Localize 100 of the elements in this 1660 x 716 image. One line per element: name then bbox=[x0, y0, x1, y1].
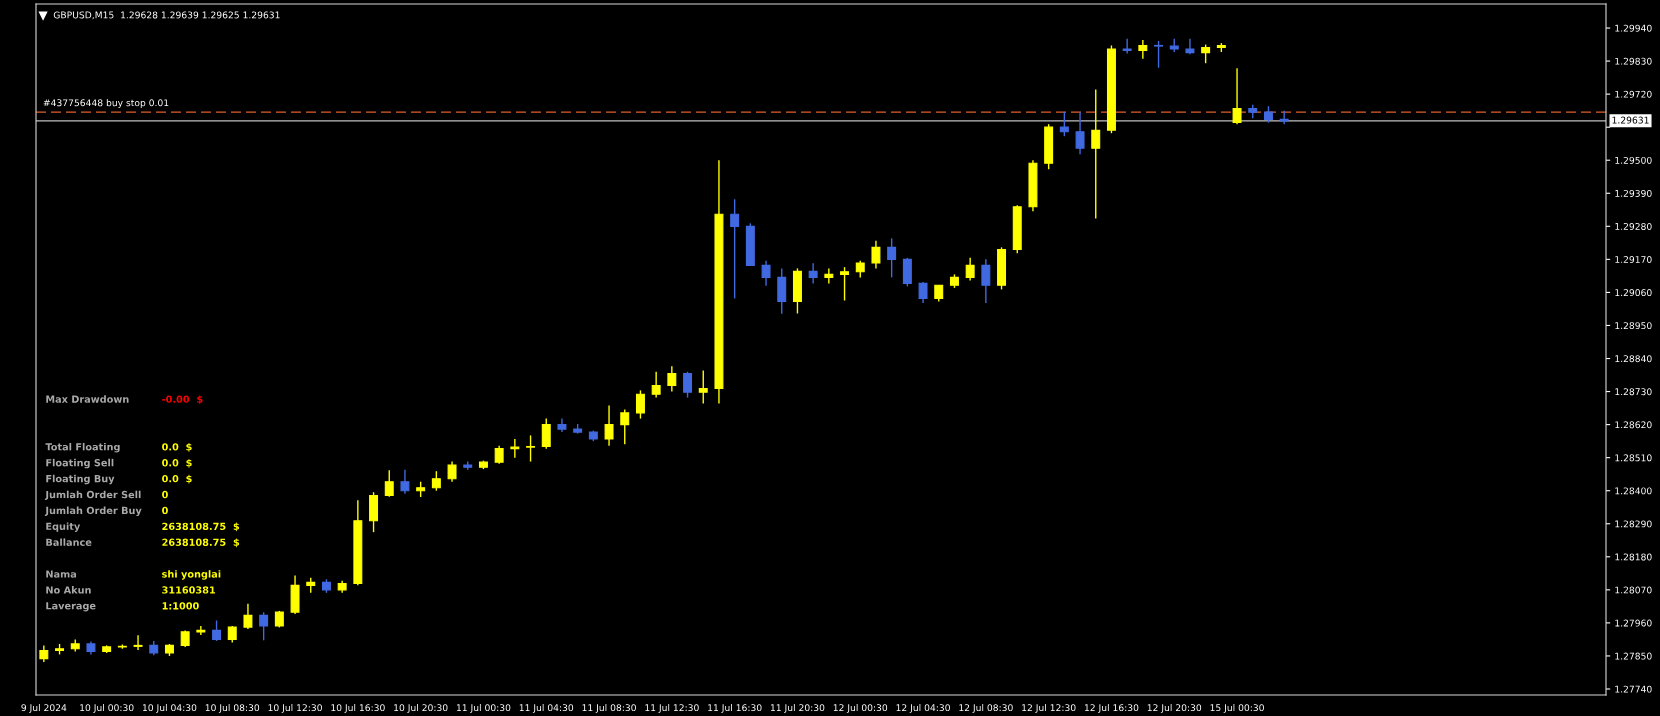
text: GBPUSD,M15 1.29628 1.29639 1.29625 1.29631 bbox=[53, 11, 280, 20]
candlestick bbox=[761, 260, 771, 287]
x-tick-label: 10 Jul 16:30 bbox=[331, 704, 385, 713]
y-tick-label: 1.29390 bbox=[1615, 189, 1652, 197]
candlestick bbox=[965, 257, 975, 282]
ref-line-label: #437756448 buy stop 0.01 bbox=[43, 99, 169, 108]
y-tick-label: 1.29170 bbox=[1615, 256, 1652, 263]
x-tick-label: 11 Jul 20:30 bbox=[770, 704, 825, 713]
x-tick-label: 12 Jul 08:30 bbox=[959, 704, 1013, 713]
y-tick-label: 1.28290 bbox=[1615, 520, 1652, 528]
candlestick bbox=[1059, 111, 1069, 137]
x-tick-label: 12 Jul 20:30 bbox=[1147, 704, 1202, 713]
annotation: 0.0 $ bbox=[162, 458, 192, 468]
x-tick-label: 10 Jul 04:30 bbox=[142, 704, 197, 713]
annotation: Floating Sell bbox=[46, 458, 114, 469]
candlestick bbox=[1154, 40, 1164, 69]
candlestick bbox=[1122, 38, 1132, 55]
candlestick bbox=[651, 371, 661, 399]
x-tick-label: 10 Jul 08:30 bbox=[205, 704, 260, 713]
candlestick bbox=[384, 469, 394, 498]
annotation: Floating Buy bbox=[46, 474, 115, 485]
x-tick-label: 11 Jul 00:30 bbox=[456, 704, 511, 713]
candlestick bbox=[887, 237, 897, 279]
candlestick bbox=[698, 369, 708, 405]
y-tick-label: 1.28950 bbox=[1615, 322, 1652, 330]
candlestick bbox=[1232, 67, 1242, 125]
candlestick bbox=[196, 625, 206, 636]
y-tick-label: 1.27960 bbox=[1615, 619, 1652, 627]
y-tick-label: 1.27850 bbox=[1615, 652, 1652, 660]
candlestick bbox=[808, 262, 818, 285]
candlestick bbox=[620, 408, 630, 445]
y-tick-label: 1.29280 bbox=[1615, 223, 1652, 230]
y-tick-label: 1.27740 bbox=[1615, 685, 1652, 693]
annotation: Laverage bbox=[46, 602, 96, 612]
annotation: Equity bbox=[46, 522, 81, 532]
y-tick-label: 1.28180 bbox=[1615, 553, 1652, 561]
x-tick-label: 11 Jul 04:30 bbox=[519, 704, 574, 713]
candlestick bbox=[1075, 111, 1085, 155]
x-tick-label: 12 Jul 16:30 bbox=[1084, 704, 1139, 713]
candlestick bbox=[212, 619, 222, 642]
y-tick-label: 1.28070 bbox=[1615, 586, 1652, 594]
x-tick-label: 11 Jul 16:30 bbox=[708, 704, 762, 713]
candlestick bbox=[1138, 39, 1148, 60]
candlestick bbox=[259, 611, 269, 642]
candlestick bbox=[1279, 109, 1289, 125]
annotation: 0 bbox=[162, 490, 168, 499]
y-tick-label: 1.29060 bbox=[1615, 289, 1652, 297]
candlestick bbox=[635, 389, 645, 420]
y-tick-label: 1.29720 bbox=[1615, 90, 1652, 98]
candlestick bbox=[400, 468, 410, 495]
candlestick bbox=[1185, 38, 1195, 55]
annotation: Jumlah Order Sell bbox=[44, 490, 141, 501]
ref-line-label: 1.29631 bbox=[1612, 116, 1649, 124]
y-tick-label: 1.29940 bbox=[1615, 24, 1652, 32]
y-tick-label: 1.28730 bbox=[1615, 388, 1652, 396]
candlestick bbox=[840, 266, 850, 302]
x-tick-label: 12 Jul 00:30 bbox=[833, 704, 888, 713]
x-tick-label: 9 Jul 2024 bbox=[21, 704, 67, 713]
annotation: No Akun bbox=[46, 586, 91, 594]
x-tick-label: 10 Jul 00:30 bbox=[80, 704, 134, 713]
x-tick-label: 11 Jul 08:30 bbox=[582, 704, 636, 713]
x-tick-label: 12 Jul 12:30 bbox=[1022, 704, 1076, 713]
x-tick-label: 11 Jul 12:30 bbox=[645, 704, 699, 713]
annotation: Max Drawdown bbox=[46, 395, 129, 403]
candlestick bbox=[510, 438, 520, 459]
annotation: Jumlah Order Buy bbox=[44, 506, 142, 517]
candlestick bbox=[541, 417, 551, 450]
annotation: 0.0 $ bbox=[162, 474, 192, 484]
candlestick bbox=[730, 198, 740, 300]
annotation: Nama bbox=[46, 570, 77, 578]
annotation: -0.00 $ bbox=[162, 395, 203, 405]
x-tick-label: 15 Jul 00:30 bbox=[1210, 704, 1264, 713]
annotation: 31160381 bbox=[162, 586, 216, 594]
annotation: 1:1000 bbox=[162, 602, 199, 610]
candlestick bbox=[1201, 43, 1211, 64]
annotation: Ballance bbox=[46, 538, 92, 546]
annotation: 2638108.75 $ bbox=[162, 522, 240, 532]
x-tick-label: 10 Jul 12:30 bbox=[268, 704, 322, 713]
candlestick bbox=[667, 365, 677, 393]
candlestick bbox=[981, 258, 991, 304]
y-tick-label: 1.28510 bbox=[1615, 454, 1652, 462]
y-tick-label: 1.28840 bbox=[1615, 355, 1652, 363]
annotation: 2638108.75 $ bbox=[162, 538, 240, 548]
x-tick-label: 12 Jul 04:30 bbox=[896, 704, 950, 713]
y-tick-label: 1.28620 bbox=[1615, 421, 1652, 429]
y-tick-label: 1.29830 bbox=[1615, 57, 1652, 65]
candlestick bbox=[1091, 88, 1101, 220]
annotation: shi yonglai bbox=[162, 570, 221, 580]
candlestick bbox=[431, 470, 441, 492]
candlestick bbox=[824, 267, 834, 285]
candlestick bbox=[918, 281, 928, 304]
candlestick bbox=[604, 404, 614, 447]
annotation: Total Floating bbox=[45, 442, 120, 453]
candlestick bbox=[871, 240, 881, 270]
candlestick bbox=[683, 371, 693, 399]
candlestick bbox=[494, 444, 504, 465]
candlestick bbox=[526, 434, 536, 463]
y-tick-label: 1.29500 bbox=[1615, 156, 1652, 164]
annotation: 0 bbox=[162, 506, 168, 515]
candlestick bbox=[133, 634, 143, 651]
